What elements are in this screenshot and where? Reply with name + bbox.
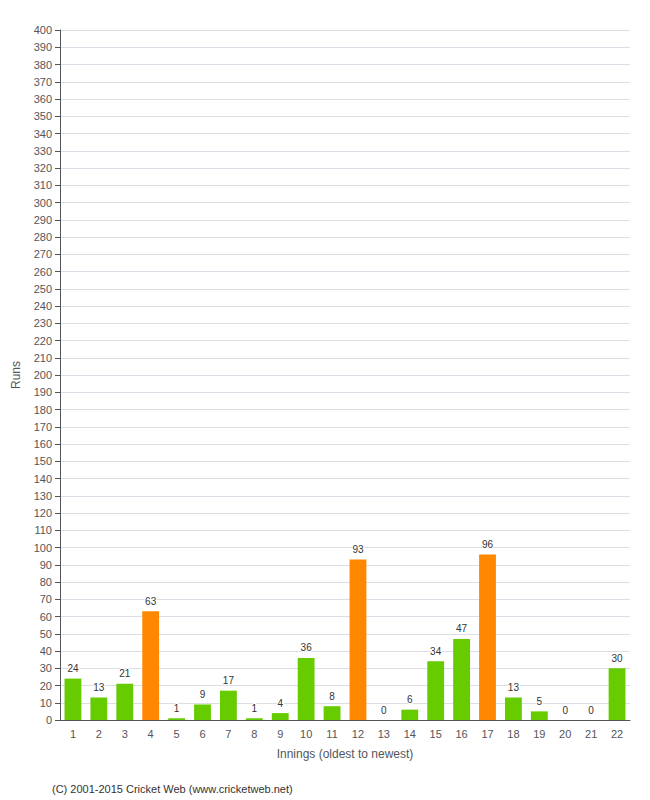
svg-text:6: 6 xyxy=(407,694,413,705)
svg-text:90: 90 xyxy=(40,559,52,571)
svg-text:340: 340 xyxy=(34,128,52,140)
svg-text:100: 100 xyxy=(34,542,52,554)
svg-text:4: 4 xyxy=(277,698,283,709)
svg-text:170: 170 xyxy=(34,421,52,433)
svg-text:50: 50 xyxy=(40,628,52,640)
svg-text:40: 40 xyxy=(40,645,52,657)
svg-text:20: 20 xyxy=(559,728,571,740)
svg-text:15: 15 xyxy=(430,728,442,740)
svg-text:320: 320 xyxy=(34,162,52,174)
svg-text:20: 20 xyxy=(40,680,52,692)
svg-text:150: 150 xyxy=(34,455,52,467)
svg-text:10: 10 xyxy=(40,697,52,709)
svg-text:110: 110 xyxy=(34,524,52,536)
svg-text:80: 80 xyxy=(40,576,52,588)
svg-text:380: 380 xyxy=(34,59,52,71)
svg-text:1: 1 xyxy=(174,703,180,714)
svg-text:10: 10 xyxy=(300,728,312,740)
svg-text:160: 160 xyxy=(34,438,52,450)
svg-text:300: 300 xyxy=(34,197,52,209)
svg-text:0: 0 xyxy=(588,705,594,716)
svg-text:5: 5 xyxy=(537,696,543,707)
svg-text:19: 19 xyxy=(533,728,545,740)
svg-text:8: 8 xyxy=(251,728,257,740)
svg-text:70: 70 xyxy=(40,593,52,605)
svg-text:6: 6 xyxy=(199,728,205,740)
svg-text:0: 0 xyxy=(381,705,387,716)
svg-text:390: 390 xyxy=(34,41,52,53)
svg-text:240: 240 xyxy=(34,300,52,312)
svg-text:280: 280 xyxy=(34,231,52,243)
svg-text:18: 18 xyxy=(507,728,519,740)
svg-text:47: 47 xyxy=(456,623,468,634)
svg-text:210: 210 xyxy=(34,352,52,364)
svg-text:140: 140 xyxy=(34,473,52,485)
svg-text:11: 11 xyxy=(326,728,337,740)
svg-text:1: 1 xyxy=(70,728,76,740)
svg-text:8: 8 xyxy=(329,691,335,702)
svg-text:22: 22 xyxy=(611,728,623,740)
svg-text:24: 24 xyxy=(67,663,79,674)
svg-text:0: 0 xyxy=(562,705,568,716)
svg-text:120: 120 xyxy=(34,507,52,519)
svg-text:1: 1 xyxy=(252,703,258,714)
svg-text:3: 3 xyxy=(122,728,128,740)
svg-text:21: 21 xyxy=(119,668,131,679)
svg-text:180: 180 xyxy=(34,404,52,416)
svg-text:250: 250 xyxy=(34,283,52,295)
svg-text:12: 12 xyxy=(352,728,364,740)
svg-text:9: 9 xyxy=(277,728,283,740)
svg-text:5: 5 xyxy=(174,728,180,740)
svg-text:270: 270 xyxy=(34,248,52,260)
svg-text:7: 7 xyxy=(225,728,231,740)
svg-text:13: 13 xyxy=(93,682,105,693)
svg-text:14: 14 xyxy=(404,728,416,740)
svg-text:370: 370 xyxy=(34,76,52,88)
svg-text:290: 290 xyxy=(34,214,52,226)
svg-text:34: 34 xyxy=(430,646,442,657)
svg-text:190: 190 xyxy=(34,386,52,398)
svg-text:36: 36 xyxy=(301,642,313,653)
svg-text:30: 30 xyxy=(611,653,623,664)
svg-text:Runs: Runs xyxy=(9,361,23,389)
svg-text:9: 9 xyxy=(200,689,206,700)
svg-text:13: 13 xyxy=(508,682,520,693)
svg-text:350: 350 xyxy=(34,110,52,122)
svg-text:130: 130 xyxy=(34,490,52,502)
svg-text:230: 230 xyxy=(34,317,52,329)
svg-text:4: 4 xyxy=(148,728,154,740)
svg-text:220: 220 xyxy=(34,335,52,347)
svg-text:2: 2 xyxy=(96,728,102,740)
svg-text:(C) 2001-2015 Cricket Web (www: (C) 2001-2015 Cricket Web (www.cricketwe… xyxy=(52,783,293,795)
svg-text:330: 330 xyxy=(34,145,52,157)
svg-text:360: 360 xyxy=(34,93,52,105)
svg-text:17: 17 xyxy=(223,675,235,686)
svg-text:17: 17 xyxy=(481,728,493,740)
svg-text:16: 16 xyxy=(455,728,467,740)
svg-text:93: 93 xyxy=(352,544,364,555)
svg-text:0: 0 xyxy=(46,714,52,726)
svg-text:260: 260 xyxy=(34,266,52,278)
svg-text:200: 200 xyxy=(34,369,52,381)
svg-text:13: 13 xyxy=(378,728,390,740)
svg-text:96: 96 xyxy=(482,539,494,550)
svg-text:63: 63 xyxy=(145,596,157,607)
svg-text:Innings (oldest to newest): Innings (oldest to newest) xyxy=(277,747,414,761)
svg-text:30: 30 xyxy=(40,662,52,674)
svg-text:60: 60 xyxy=(40,611,52,623)
svg-text:400: 400 xyxy=(34,24,52,36)
svg-text:310: 310 xyxy=(34,179,52,191)
svg-text:21: 21 xyxy=(585,728,597,740)
